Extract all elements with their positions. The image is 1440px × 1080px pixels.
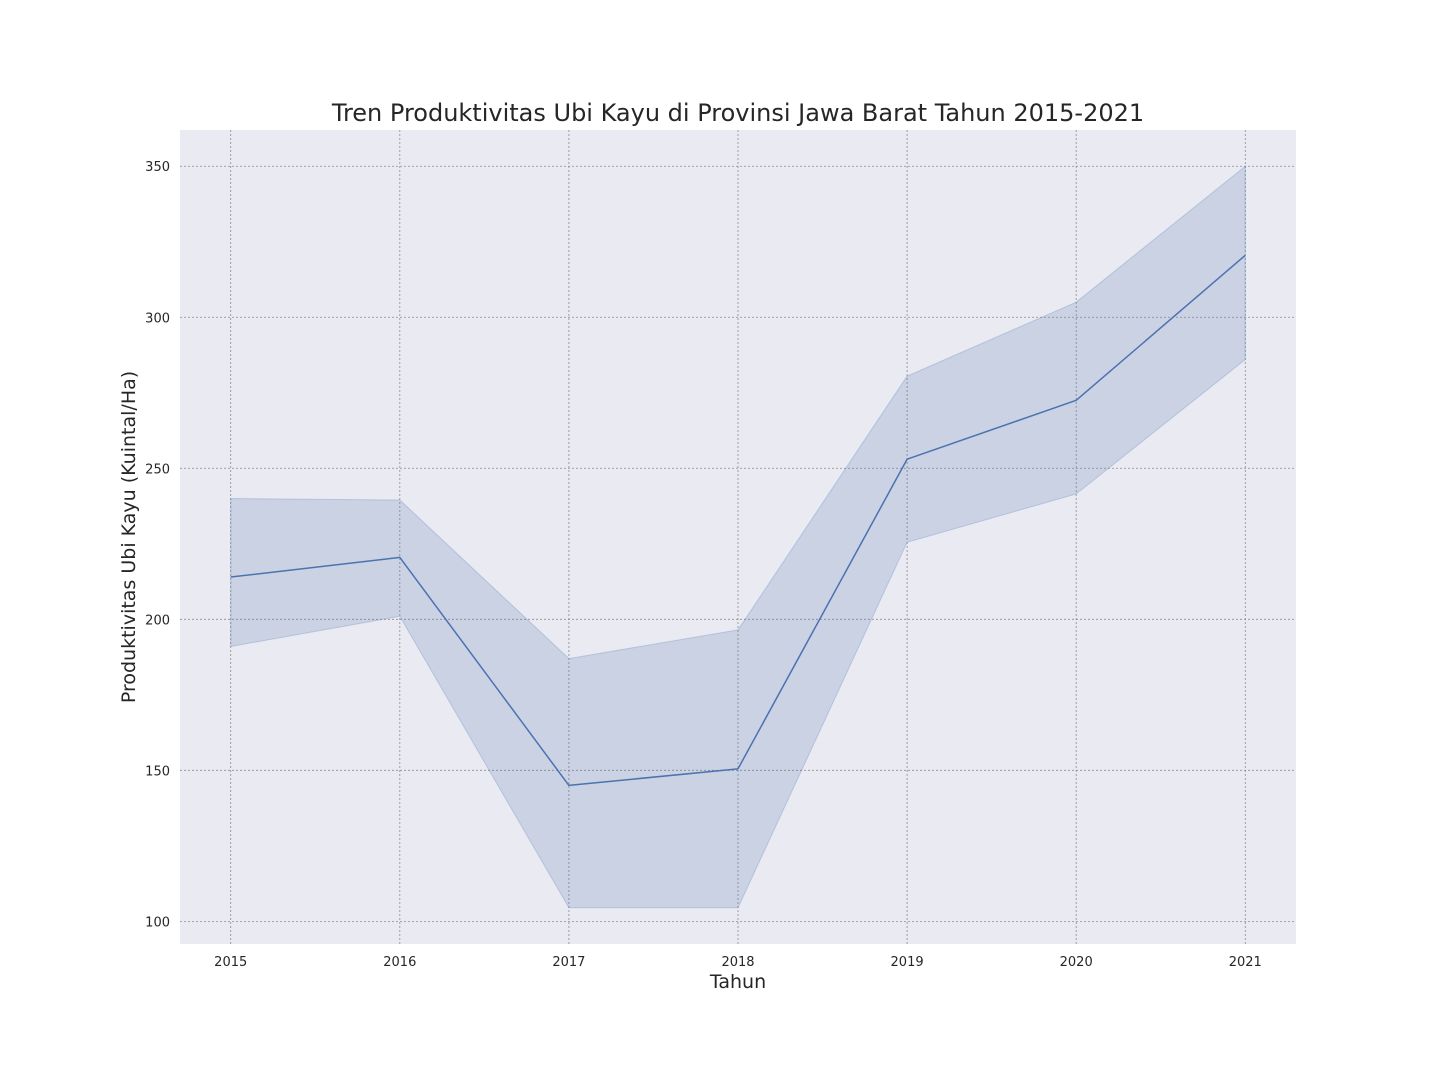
y-axis-label: Produktivitas Ubi Kayu (Kuintal/Ha) <box>118 371 140 703</box>
x-tick-label: 2017 <box>552 955 585 970</box>
x-tick-label: 2015 <box>214 955 247 970</box>
x-tick-label: 2018 <box>721 955 754 970</box>
confidence-bands <box>230 165 1246 909</box>
x-tick-label: 2021 <box>1229 955 1262 970</box>
y-tick-label: 350 <box>145 160 170 175</box>
y-tick-labels: 100 150 200 250 300 350 <box>145 160 170 930</box>
grid-lines <box>180 130 1296 944</box>
plot-area <box>180 130 1296 944</box>
x-tick-label: 2020 <box>1060 955 1093 970</box>
y-tick-label: 200 <box>145 613 170 628</box>
series-lines <box>230 254 1246 787</box>
x-axis-label: Tahun <box>709 971 766 993</box>
series-line <box>230 254 1246 787</box>
y-tick-label: 100 <box>145 915 170 930</box>
y-tick-label: 150 <box>145 764 170 779</box>
y-tick-label: 300 <box>145 311 170 326</box>
x-tick-labels: 2015 2016 2017 2018 2019 2020 2021 <box>214 955 1262 970</box>
x-tick-label: 2016 <box>383 955 416 970</box>
chart-title: Tren Produktivitas Ubi Kayu di Provinsi … <box>331 99 1145 127</box>
confidence-band <box>230 165 1246 909</box>
x-tick-label: 2019 <box>891 955 924 970</box>
y-tick-label: 250 <box>145 462 170 477</box>
